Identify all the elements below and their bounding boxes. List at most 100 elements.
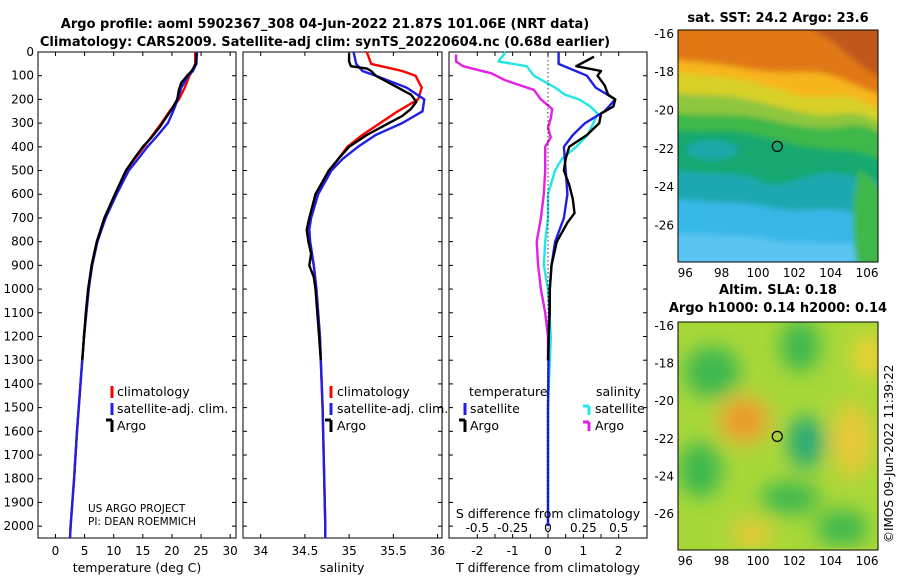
map-x-tick-label: 98 [714, 554, 729, 568]
y-tick-label: 200 [11, 92, 34, 106]
map-y-tick-label: -22 [654, 142, 674, 156]
map-x-tick-label: 96 [678, 266, 693, 280]
project-name: US ARGO PROJECT [88, 503, 186, 515]
sla-field [678, 322, 878, 550]
y-tick-label: 1500 [3, 401, 34, 415]
sla-map-title-line-1: Altim. SLA: 0.18 [719, 283, 837, 298]
map-y-tick-label: -16 [654, 319, 674, 333]
t-diff-argo-line [546, 55, 617, 361]
map-x-tick-label: 106 [856, 266, 879, 280]
project-pi: PI: DEAN ROEMMICH [88, 516, 196, 528]
s-tick-label: 0.25 [570, 521, 597, 535]
y-tick-label: 1100 [3, 306, 34, 320]
map-y-tick-label: -16 [654, 27, 674, 41]
y-tick-label: 2000 [3, 519, 34, 533]
s-diff-satellite-line [497, 51, 599, 527]
legend-label-t-satellite: satellite [470, 401, 520, 416]
x-tick-label: 0 [544, 544, 552, 558]
x-tick-label: 34 [253, 544, 268, 558]
x-tick-label: 35.5 [380, 544, 407, 558]
y-tick-label: 1800 [3, 472, 34, 486]
map-x-tick-label: 98 [714, 266, 729, 280]
legend-swatch-s-satellite [583, 404, 591, 415]
map-x-tick-label: 100 [747, 266, 770, 280]
sst-map-title: sat. SST: 24.2 Argo: 23.6 [687, 11, 868, 26]
legend-label-t-argo: Argo [470, 418, 499, 433]
sal-argo-line [305, 53, 418, 361]
x-tick-label: 30 [223, 544, 238, 558]
map-x-tick-label: 104 [819, 554, 842, 568]
x-tick-label: 1 [580, 544, 588, 558]
x-tick-label: 25 [193, 544, 208, 558]
x-tick-label: 36 [430, 544, 445, 558]
y-tick-label: 100 [11, 69, 34, 83]
s-tick-label: 0.5 [609, 521, 628, 535]
x-tick-label: 34.5 [292, 544, 319, 558]
y-tick-label: 600 [11, 187, 34, 201]
map-x-tick-label: 96 [678, 554, 693, 568]
salinity-legend: climatology satellite-adj. clim. Argo [325, 384, 448, 433]
sla-argo-location-marker [771, 430, 783, 442]
copyright-stamp: ©IMOS 09-Jun-2022 11:39:22 [882, 365, 896, 543]
legend-swatch-t-argo [459, 418, 467, 432]
map-x-tick-label: 104 [819, 266, 842, 280]
sla-map-frame [677, 321, 879, 551]
legend-label-climatology: climatology [117, 384, 190, 399]
map-y-tick-label: -24 [654, 470, 674, 484]
y-tick-label: 800 [11, 235, 34, 249]
y-tick-label: 700 [11, 211, 34, 225]
y-tick-label: 1400 [3, 377, 34, 391]
legend-title-salinity: salinity [596, 384, 641, 399]
map-x-tick-label: 102 [783, 554, 806, 568]
x-tick-label: 10 [106, 544, 121, 558]
map-y-tick-label: -22 [654, 432, 674, 446]
legend-label-argo: Argo [337, 418, 366, 433]
y-tick-label: 1300 [3, 353, 34, 367]
map-x-tick-label: 102 [783, 266, 806, 280]
s-tick-label: -0.5 [466, 521, 489, 535]
temp-argo-line [81, 53, 198, 361]
x-tick-label: 2 [615, 544, 623, 558]
legend-swatch-argo [325, 418, 333, 432]
y-tick-label: 300 [11, 116, 34, 130]
x-tick-label: -2 [471, 544, 483, 558]
t-difference-axis-label: T difference from climatology [455, 560, 641, 575]
tick-layer: 0100200300400500600700800900100011001200… [3, 27, 878, 568]
temp-satellite-line [68, 51, 199, 539]
s-difference-axis-label: S difference from climatology [456, 506, 641, 521]
sst-map-frame [677, 29, 879, 263]
map-x-tick-label: 100 [747, 554, 770, 568]
map-y-tick-label: -26 [654, 219, 674, 233]
legend-label-argo: Argo [117, 418, 146, 433]
salinity-axis-label: salinity [320, 560, 365, 575]
y-tick-label: 500 [11, 164, 34, 178]
y-tick-label: 1600 [3, 424, 34, 438]
temperature-axis-label: temperature (deg C) [73, 560, 202, 575]
s-diff-argo-line [454, 54, 554, 361]
legend-swatch-argo [106, 418, 114, 432]
legend-title-temperature: temperature [469, 384, 548, 399]
x-tick-label: -1 [507, 544, 519, 558]
legend-label-satellite: satellite-adj. clim. [117, 401, 228, 416]
s-tick-label: -0.25 [497, 521, 528, 535]
salinity-panel [242, 51, 443, 539]
temperature-panel [37, 51, 237, 539]
map-x-tick-label: 106 [856, 554, 879, 568]
map-y-tick-label: -20 [654, 394, 674, 408]
legend-label-s-argo: Argo [595, 418, 624, 433]
y-tick-label: 1200 [3, 329, 34, 343]
x-tick-label: 0 [52, 544, 60, 558]
temperature-legend: climatology satellite-adj. clim. Argo [106, 384, 228, 433]
difference-legend: temperature salinity satellite Argo sate… [459, 384, 645, 433]
sla-map-title-line-2: Argo h1000: 0.14 h2000: 0.14 [669, 301, 887, 316]
map-y-tick-label: -24 [654, 180, 674, 194]
legend-label-s-satellite: satellite [595, 401, 645, 416]
x-tick-label: 5 [81, 544, 89, 558]
y-tick-label: 1000 [3, 282, 34, 296]
legend-label-satellite: satellite-adj. clim. [337, 401, 448, 416]
y-tick-label: 900 [11, 258, 34, 272]
x-tick-label: 20 [164, 544, 179, 558]
y-tick-label: 1900 [3, 495, 34, 509]
x-tick-label: 35 [341, 544, 356, 558]
